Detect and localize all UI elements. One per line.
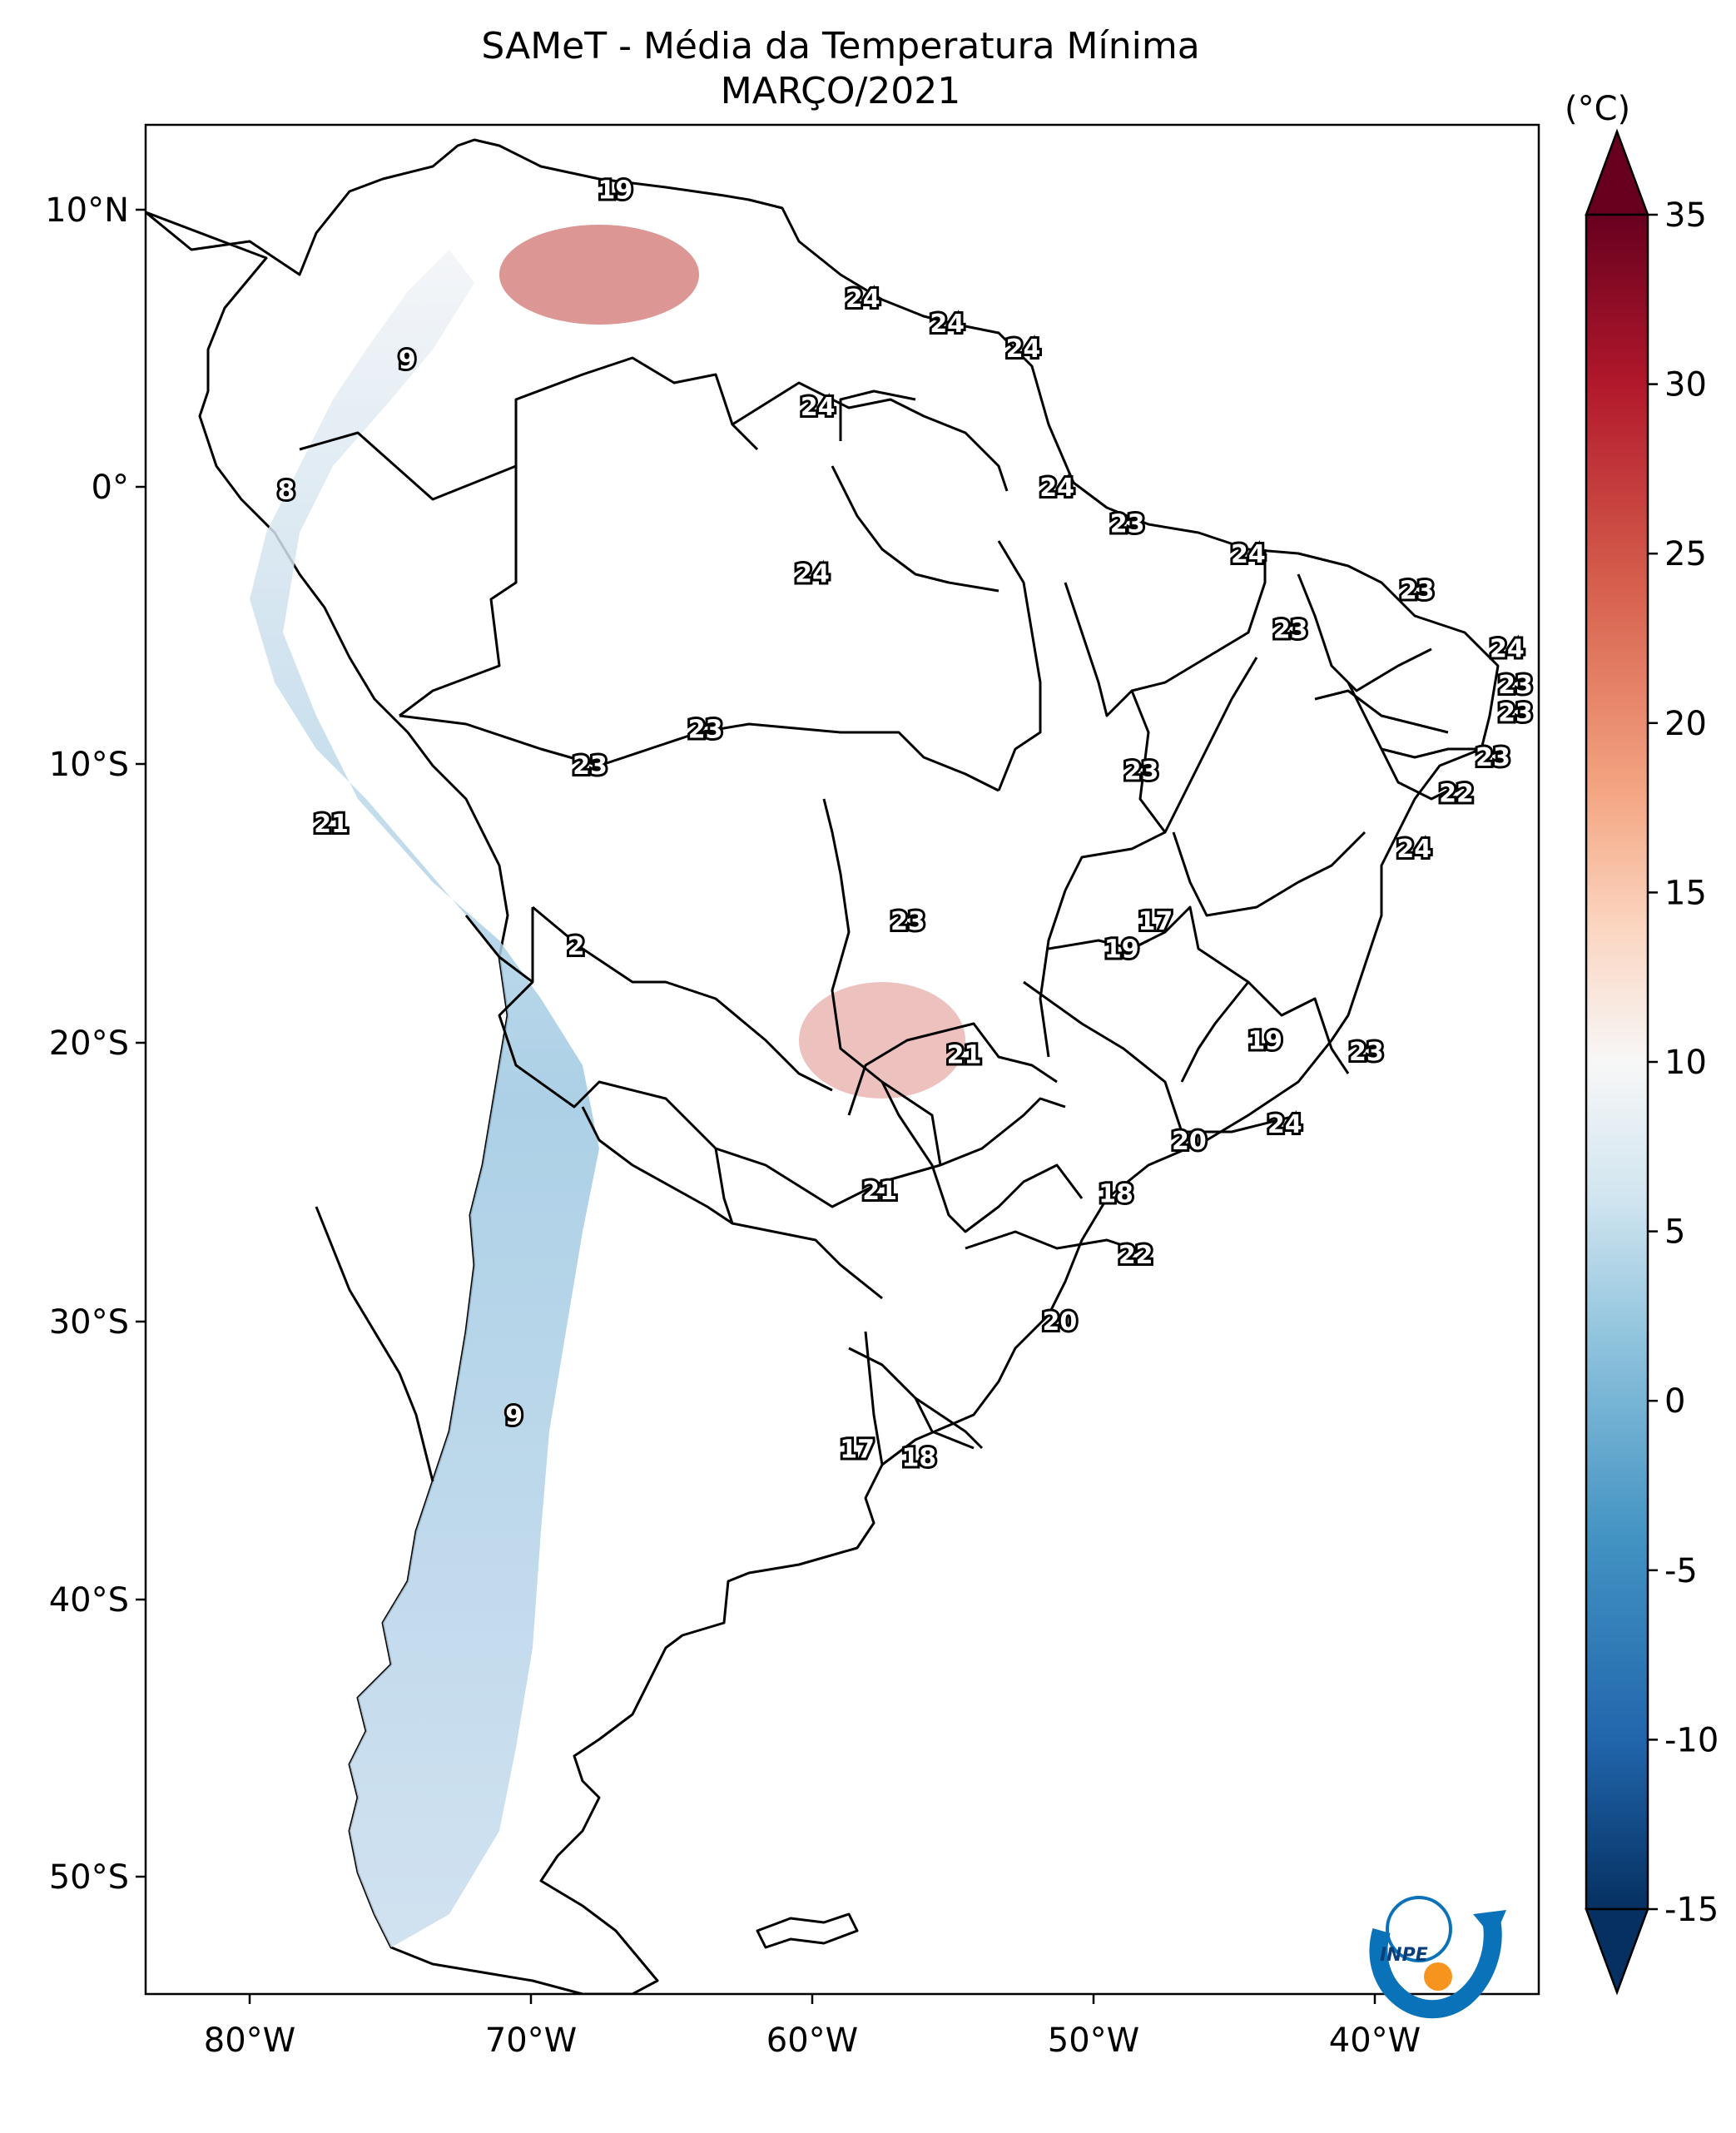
inpe-logo-text: INPE xyxy=(1380,1945,1428,1966)
y-tick-30s: 30°S xyxy=(49,1303,129,1342)
y-tick-0: 0° xyxy=(92,469,129,507)
x-axis: 80°W 70°W 60°W 50°W 40°W xyxy=(204,1994,1421,2060)
temperature-label: 19 xyxy=(598,176,633,206)
temperature-label: 24 xyxy=(795,560,830,589)
temperature-label: 24 xyxy=(1396,835,1431,864)
colorbar-tick-label: 25 xyxy=(1664,535,1707,573)
temperature-label: 24 xyxy=(930,310,965,339)
temperature-label: 8 xyxy=(277,476,295,505)
colorbar-tick-label: 15 xyxy=(1664,874,1707,912)
temperature-label: 22 xyxy=(1118,1241,1153,1270)
temperature-label: 18 xyxy=(902,1444,937,1473)
temperature-label: 24 xyxy=(1490,635,1525,664)
temperature-label: 23 xyxy=(1273,615,1308,644)
temperature-label: 24 xyxy=(846,285,880,314)
temperature-label: 19 xyxy=(1247,1027,1282,1056)
temperature-label: 24 xyxy=(801,393,836,422)
temperature-label: 23 xyxy=(1124,757,1159,786)
colorbar-lower-extension xyxy=(1585,1907,1649,1996)
temperature-label: 2 xyxy=(568,932,585,961)
temperature-label: 23 xyxy=(1476,743,1510,772)
temperature-label: 23 xyxy=(688,716,723,745)
x-tick-40w: 40°W xyxy=(1329,2021,1421,2060)
temperature-label: 23 xyxy=(1498,671,1533,700)
temperature-label: 21 xyxy=(947,1040,982,1069)
colorbar-tick-label: 30 xyxy=(1664,366,1707,404)
colorbar-tick-label: 10 xyxy=(1664,1044,1707,1082)
temperature-label: 23 xyxy=(890,907,925,936)
temperature-label: 23 xyxy=(1349,1038,1384,1067)
temperature-label: 18 xyxy=(1099,1179,1133,1208)
y-tick-40s: 40°S xyxy=(49,1581,129,1620)
temperature-label: 23 xyxy=(1498,699,1533,728)
colorbar-bar xyxy=(1585,213,1649,1911)
temperature-label: 9 xyxy=(399,345,416,375)
temperature-label: 9 xyxy=(505,1402,523,1431)
andes-cold-band xyxy=(250,250,599,1947)
country-borders xyxy=(299,356,1481,1482)
x-tick-60w: 60°W xyxy=(766,2021,858,2060)
y-tick-50s: 50°S xyxy=(49,1858,129,1897)
temperature-label: 17 xyxy=(1138,907,1173,936)
x-tick-50w: 50°W xyxy=(1048,2021,1139,2060)
temperature-label: 24 xyxy=(1267,1110,1302,1139)
temperature-label: 23 xyxy=(573,752,608,781)
y-axis: 10°N 0° 10°S 20°S 30°S 40°S 50°S xyxy=(45,191,146,1897)
temperature-label: 17 xyxy=(840,1436,875,1465)
colorbar-unit: (°C) xyxy=(1565,90,1630,128)
temperature-label: 21 xyxy=(314,810,349,839)
colorbar-tick-label: -15 xyxy=(1664,1891,1719,1929)
map-frame xyxy=(144,123,1540,1996)
inpe-logo: INPE xyxy=(1369,1896,1506,2019)
y-tick-10s: 10°S xyxy=(49,746,129,784)
temperature-label: 23 xyxy=(1400,577,1435,606)
colorbar: (°C) 35 30 25 20 15 10 5 0 -5 -10 -15 xyxy=(1565,90,1719,1996)
falkland-islands xyxy=(756,1912,859,1949)
map-plot-area xyxy=(146,125,1539,1994)
map-title: SAMeT - Média da Temperatura Mínima xyxy=(481,25,1199,67)
warm-hotspot-venezuela xyxy=(499,225,699,325)
colorbar-tick-label: 35 xyxy=(1664,196,1707,235)
warm-hotspot-pantanal xyxy=(799,982,965,1099)
temperature-label: 23 xyxy=(1110,509,1145,538)
colorbar-tick-label: -10 xyxy=(1664,1721,1719,1759)
y-tick-10n: 10°N xyxy=(45,191,129,230)
temperature-label: 22 xyxy=(1439,779,1474,808)
x-tick-70w: 70°W xyxy=(485,2021,577,2060)
y-tick-20s: 20°S xyxy=(49,1024,129,1063)
temperature-label: 19 xyxy=(1104,935,1139,964)
temperature-label: 21 xyxy=(862,1177,897,1206)
temperature-label: 20 xyxy=(1172,1127,1207,1156)
temperature-label: 24 xyxy=(1039,474,1074,503)
temperature-label: 24 xyxy=(1231,540,1266,569)
colorbar-tick-label: 5 xyxy=(1664,1213,1685,1252)
x-tick-80w: 80°W xyxy=(204,2021,295,2060)
colorbar-upper-extension xyxy=(1585,128,1649,216)
colorbar-tick-label: 0 xyxy=(1664,1382,1685,1421)
temperature-label: 20 xyxy=(1043,1307,1078,1337)
colorbar-tick-label: -5 xyxy=(1664,1552,1698,1590)
map-subtitle: MARÇO/2021 xyxy=(721,70,961,112)
temperature-label: 24 xyxy=(1006,335,1041,364)
colorbar-tick-label: 20 xyxy=(1664,705,1707,743)
